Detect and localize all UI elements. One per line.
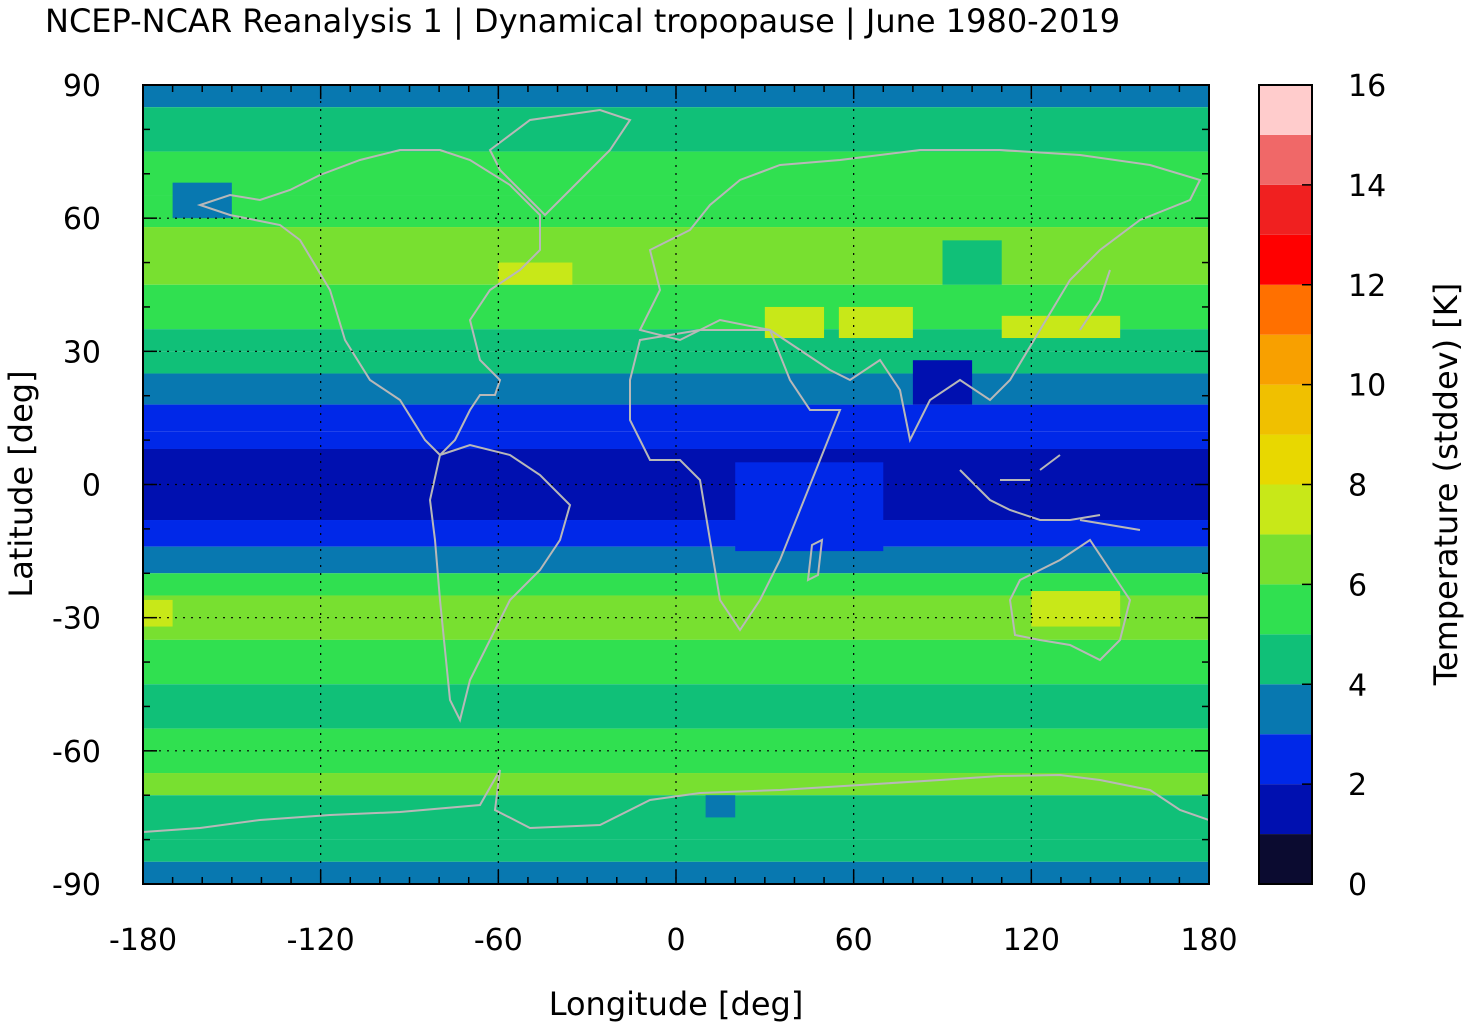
colorbar-swatch [1259,184,1312,235]
coastline-antarctica [143,769,1209,833]
y-tick-label: -90 [52,868,101,903]
heatmap-cells [143,85,1209,884]
colorbar-tick-label: 4 [1348,668,1367,703]
heatmap-band [143,546,1209,574]
y-tick-label: -60 [52,735,101,770]
y-axis-title: Latitude [deg] [2,370,40,597]
heatmap-region [942,240,1002,285]
colorbar-swatch [1259,684,1312,735]
x-tick-labels: -180 -120 -60 0 60 120 180 [109,923,1238,958]
y-tick-label: 60 [63,202,101,237]
heatmap-band [143,773,1209,796]
colorbar-tick-labels: 16 14 12 10 8 6 4 2 0 [1348,69,1386,903]
heatmap-band [143,227,1209,285]
heatmap-band [143,839,1209,862]
heatmap-band [143,107,1209,152]
heatmap-band [143,329,1209,352]
heatmap-region [1001,315,1121,339]
colorbar-title: Temperature (stddev) [K] [1427,283,1465,686]
colorbar-tick-label: 16 [1348,69,1386,104]
heatmap-band [143,351,1209,374]
coastline-south-america [428,443,572,723]
colorbar-swatch [1259,784,1312,835]
colorbar-swatch [1259,85,1312,135]
y-tick-label: 0 [82,469,101,504]
coastline-australia [1008,538,1132,662]
coastline-north-america [196,149,541,457]
colorbar-swatch [1259,834,1312,884]
colorbar-swatch [1259,384,1312,435]
colorbar-tick-label: 8 [1348,469,1367,504]
x-tick-label: -120 [287,923,355,958]
y-tick-labels: 90 60 30 0 -30 -60 -90 [52,69,101,903]
colorbar-tick-label: 12 [1348,269,1386,304]
colorbar-swatch [1259,734,1312,785]
colorbar-swatch [1259,234,1312,285]
colorbar-swatch [1259,634,1312,685]
heatmap-band [143,404,1209,432]
colorbar-tick-label: 2 [1348,768,1367,803]
coastline-greenland [488,108,632,217]
x-tick-label: -180 [109,923,177,958]
colorbar-swatch [1259,134,1312,185]
colorbar-swatch [1259,484,1312,535]
colorbar-tick-label: 10 [1348,369,1386,404]
heatmap-band [143,684,1209,729]
colorbar [1259,85,1312,884]
grid-lines [143,85,1209,884]
colorbar-swatch [1259,534,1312,585]
x-axis-title: Longitude [deg] [549,985,804,1023]
colorbar-swatch [1259,334,1312,385]
plot-frame [142,84,1210,885]
x-tick-label: 60 [835,923,873,958]
colorbar-swatch [1259,584,1312,635]
x-tick-label: 120 [1003,923,1060,958]
x-tick-label: 180 [1180,923,1237,958]
coastline-japan [1079,269,1111,331]
x-tick-label: 0 [666,923,685,958]
y-tick-label: 30 [63,335,101,370]
colorbar-swatch [1259,434,1312,485]
colorbar-tick-label: 14 [1348,169,1386,204]
heatmap-region [838,306,913,339]
y-tick-label: 90 [63,69,101,104]
x-tick-label: -60 [474,923,523,958]
coastline-maritime-continent [959,454,1141,531]
heatmap-band [143,573,1209,596]
colorbar-frame [1258,84,1313,885]
colorbar-tick-label: 6 [1348,568,1367,603]
colorbar-tick-label: 0 [1348,868,1367,903]
heatmap-region [735,462,884,552]
chart-title: NCEP-NCAR Reanalysis 1 | Dynamical tropo… [45,2,1120,40]
colorbar-swatch [1259,284,1312,335]
heatmap-region [705,795,736,818]
heatmap-band [143,431,1209,449]
coastline-madagascar [806,538,824,582]
heatmap-region [498,262,573,285]
heatmap-region [1031,591,1121,627]
heatmap-band [143,795,1209,840]
coastline-africa [629,329,842,632]
y-tick-label: -30 [52,602,101,637]
heatmap-region [143,599,173,627]
